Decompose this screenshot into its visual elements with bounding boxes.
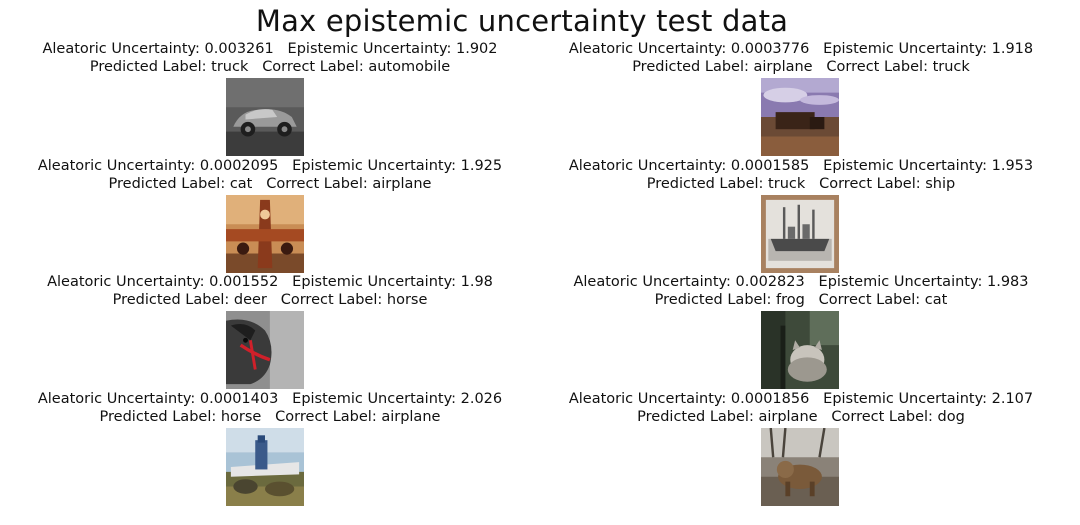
truck-dusk-photo: [761, 78, 839, 156]
sample-panel: Aleatoric Uncertainty: 0.0003776 Epistem…: [531, 40, 1071, 158]
correct-label: Correct Label:: [831, 409, 933, 425]
correct-value: cat: [924, 292, 948, 308]
epistemic-label: Epistemic Uncertainty:: [823, 158, 987, 174]
predicted-label: Predicted Label:: [112, 292, 230, 308]
predicted-value: airplane: [753, 59, 813, 75]
correct-label: Correct Label:: [262, 59, 364, 75]
sample-panel: Aleatoric Uncertainty: 0.0002095 Epistem…: [0, 157, 540, 275]
epistemic-value: 1.925: [460, 158, 503, 174]
epistemic-label: Epistemic Uncertainty:: [818, 274, 983, 290]
correct-label: Correct Label:: [275, 409, 377, 425]
label-line: Predicted Label: airplane Correct Label:…: [531, 58, 1071, 76]
predicted-label: Predicted Label:: [99, 409, 217, 425]
label-line: Predicted Label: truck Correct Label: sh…: [531, 175, 1071, 193]
ship-photo: [761, 195, 839, 273]
epistemic-value: 2.026: [460, 391, 503, 407]
epistemic-value: 1.98: [460, 274, 493, 290]
predicted-label: Predicted Label:: [637, 409, 754, 425]
car-photo: [226, 78, 304, 156]
predicted-label: Predicted Label:: [89, 59, 207, 75]
predicted-value: truck: [768, 176, 806, 192]
aleatoric-value: 0.002823: [735, 274, 805, 290]
predicted-value: frog: [775, 292, 805, 308]
correct-value: automobile: [368, 59, 451, 75]
epistemic-label: Epistemic Uncertainty:: [823, 41, 987, 57]
aleatoric-label: Aleatoric Uncertainty:: [573, 274, 731, 290]
aleatoric-value: 0.001552: [209, 274, 279, 290]
predicted-value: horse: [220, 409, 262, 425]
aleatoric-value: 0.003261: [204, 41, 274, 57]
aleatoric-label: Aleatoric Uncertainty:: [568, 158, 727, 174]
uncertainty-line: Aleatoric Uncertainty: 0.001552 Epistemi…: [0, 273, 540, 291]
correct-label: Correct Label:: [280, 292, 383, 308]
cat-photo: [761, 311, 839, 389]
predicted-label: Predicted Label:: [654, 292, 772, 308]
correct-value: dog: [937, 409, 965, 425]
aleatoric-value: 0.0001856: [730, 391, 810, 407]
sample-panel: Aleatoric Uncertainty: 0.0001856 Epistem…: [531, 390, 1071, 508]
correct-label: Correct Label:: [266, 176, 368, 192]
epistemic-value: 2.107: [991, 391, 1034, 407]
epistemic-value: 1.918: [991, 41, 1034, 57]
sample-panel: Aleatoric Uncertainty: 0.0001585 Epistem…: [531, 157, 1071, 275]
uncertainty-line: Aleatoric Uncertainty: 0.002823 Epistemi…: [531, 273, 1071, 291]
predicted-value: cat: [229, 176, 253, 192]
aleatoric-label: Aleatoric Uncertainty:: [568, 41, 727, 57]
aleatoric-value: 0.0001403: [199, 391, 279, 407]
sample-panel: Aleatoric Uncertainty: 0.003261 Epistemi…: [0, 40, 540, 158]
label-line: Predicted Label: deer Correct Label: hor…: [0, 291, 540, 309]
dog-photo: [761, 428, 839, 506]
label-line: Predicted Label: airplane Correct Label:…: [531, 408, 1071, 426]
uncertainty-line: Aleatoric Uncertainty: 0.0002095 Epistem…: [0, 157, 540, 175]
airplane-ground-photo: [226, 428, 304, 506]
correct-value: airplane: [381, 409, 441, 425]
uncertainty-line: Aleatoric Uncertainty: 0.003261 Epistemi…: [0, 40, 540, 58]
epistemic-label: Epistemic Uncertainty:: [292, 274, 456, 290]
epistemic-value: 1.953: [991, 158, 1034, 174]
sample-panel: Aleatoric Uncertainty: 0.002823 Epistemi…: [531, 273, 1071, 391]
aleatoric-label: Aleatoric Uncertainty:: [568, 391, 727, 407]
predicted-label: Predicted Label:: [646, 176, 764, 192]
correct-label: Correct Label:: [818, 292, 921, 308]
epistemic-label: Epistemic Uncertainty:: [292, 158, 456, 174]
label-line: Predicted Label: frog Correct Label: cat: [531, 291, 1071, 309]
uncertainty-line: Aleatoric Uncertainty: 0.0003776 Epistem…: [531, 40, 1071, 58]
epistemic-label: Epistemic Uncertainty:: [287, 41, 452, 57]
aleatoric-value: 0.0003776: [730, 41, 810, 57]
epistemic-label: Epistemic Uncertainty:: [292, 391, 456, 407]
correct-label: Correct Label:: [819, 176, 921, 192]
epistemic-value: 1.983: [987, 274, 1029, 290]
label-line: Predicted Label: cat Correct Label: airp…: [0, 175, 540, 193]
aleatoric-value: 0.0001585: [730, 158, 810, 174]
aleatoric-label: Aleatoric Uncertainty:: [37, 391, 196, 407]
horse-photo: [226, 311, 304, 389]
uncertainty-line: Aleatoric Uncertainty: 0.0001856 Epistem…: [531, 390, 1071, 408]
sample-panel: Aleatoric Uncertainty: 0.001552 Epistemi…: [0, 273, 540, 391]
correct-value: ship: [925, 176, 956, 192]
aleatoric-value: 0.0002095: [199, 158, 279, 174]
figure-title: Max epistemic uncertainty test data: [255, 4, 789, 38]
predicted-value: airplane: [758, 409, 818, 425]
epistemic-label: Epistemic Uncertainty:: [823, 391, 987, 407]
predicted-label: Predicted Label:: [108, 176, 226, 192]
correct-value: horse: [386, 292, 428, 308]
uncertainty-line: Aleatoric Uncertainty: 0.0001403 Epistem…: [0, 390, 540, 408]
sample-panel: Aleatoric Uncertainty: 0.0001403 Epistem…: [0, 390, 540, 508]
aleatoric-label: Aleatoric Uncertainty:: [42, 41, 200, 57]
label-line: Predicted Label: truck Correct Label: au…: [0, 58, 540, 76]
uncertainty-line: Aleatoric Uncertainty: 0.0001585 Epistem…: [531, 157, 1071, 175]
correct-label: Correct Label:: [826, 59, 928, 75]
correct-value: truck: [932, 59, 970, 75]
predicted-label: Predicted Label:: [632, 59, 749, 75]
airplane-photo: [226, 195, 304, 273]
epistemic-value: 1.902: [456, 41, 498, 57]
aleatoric-label: Aleatoric Uncertainty:: [37, 158, 196, 174]
predicted-value: deer: [233, 292, 267, 308]
label-line: Predicted Label: horse Correct Label: ai…: [0, 408, 540, 426]
aleatoric-label: Aleatoric Uncertainty:: [47, 274, 205, 290]
correct-value: airplane: [372, 176, 432, 192]
predicted-value: truck: [211, 59, 249, 75]
